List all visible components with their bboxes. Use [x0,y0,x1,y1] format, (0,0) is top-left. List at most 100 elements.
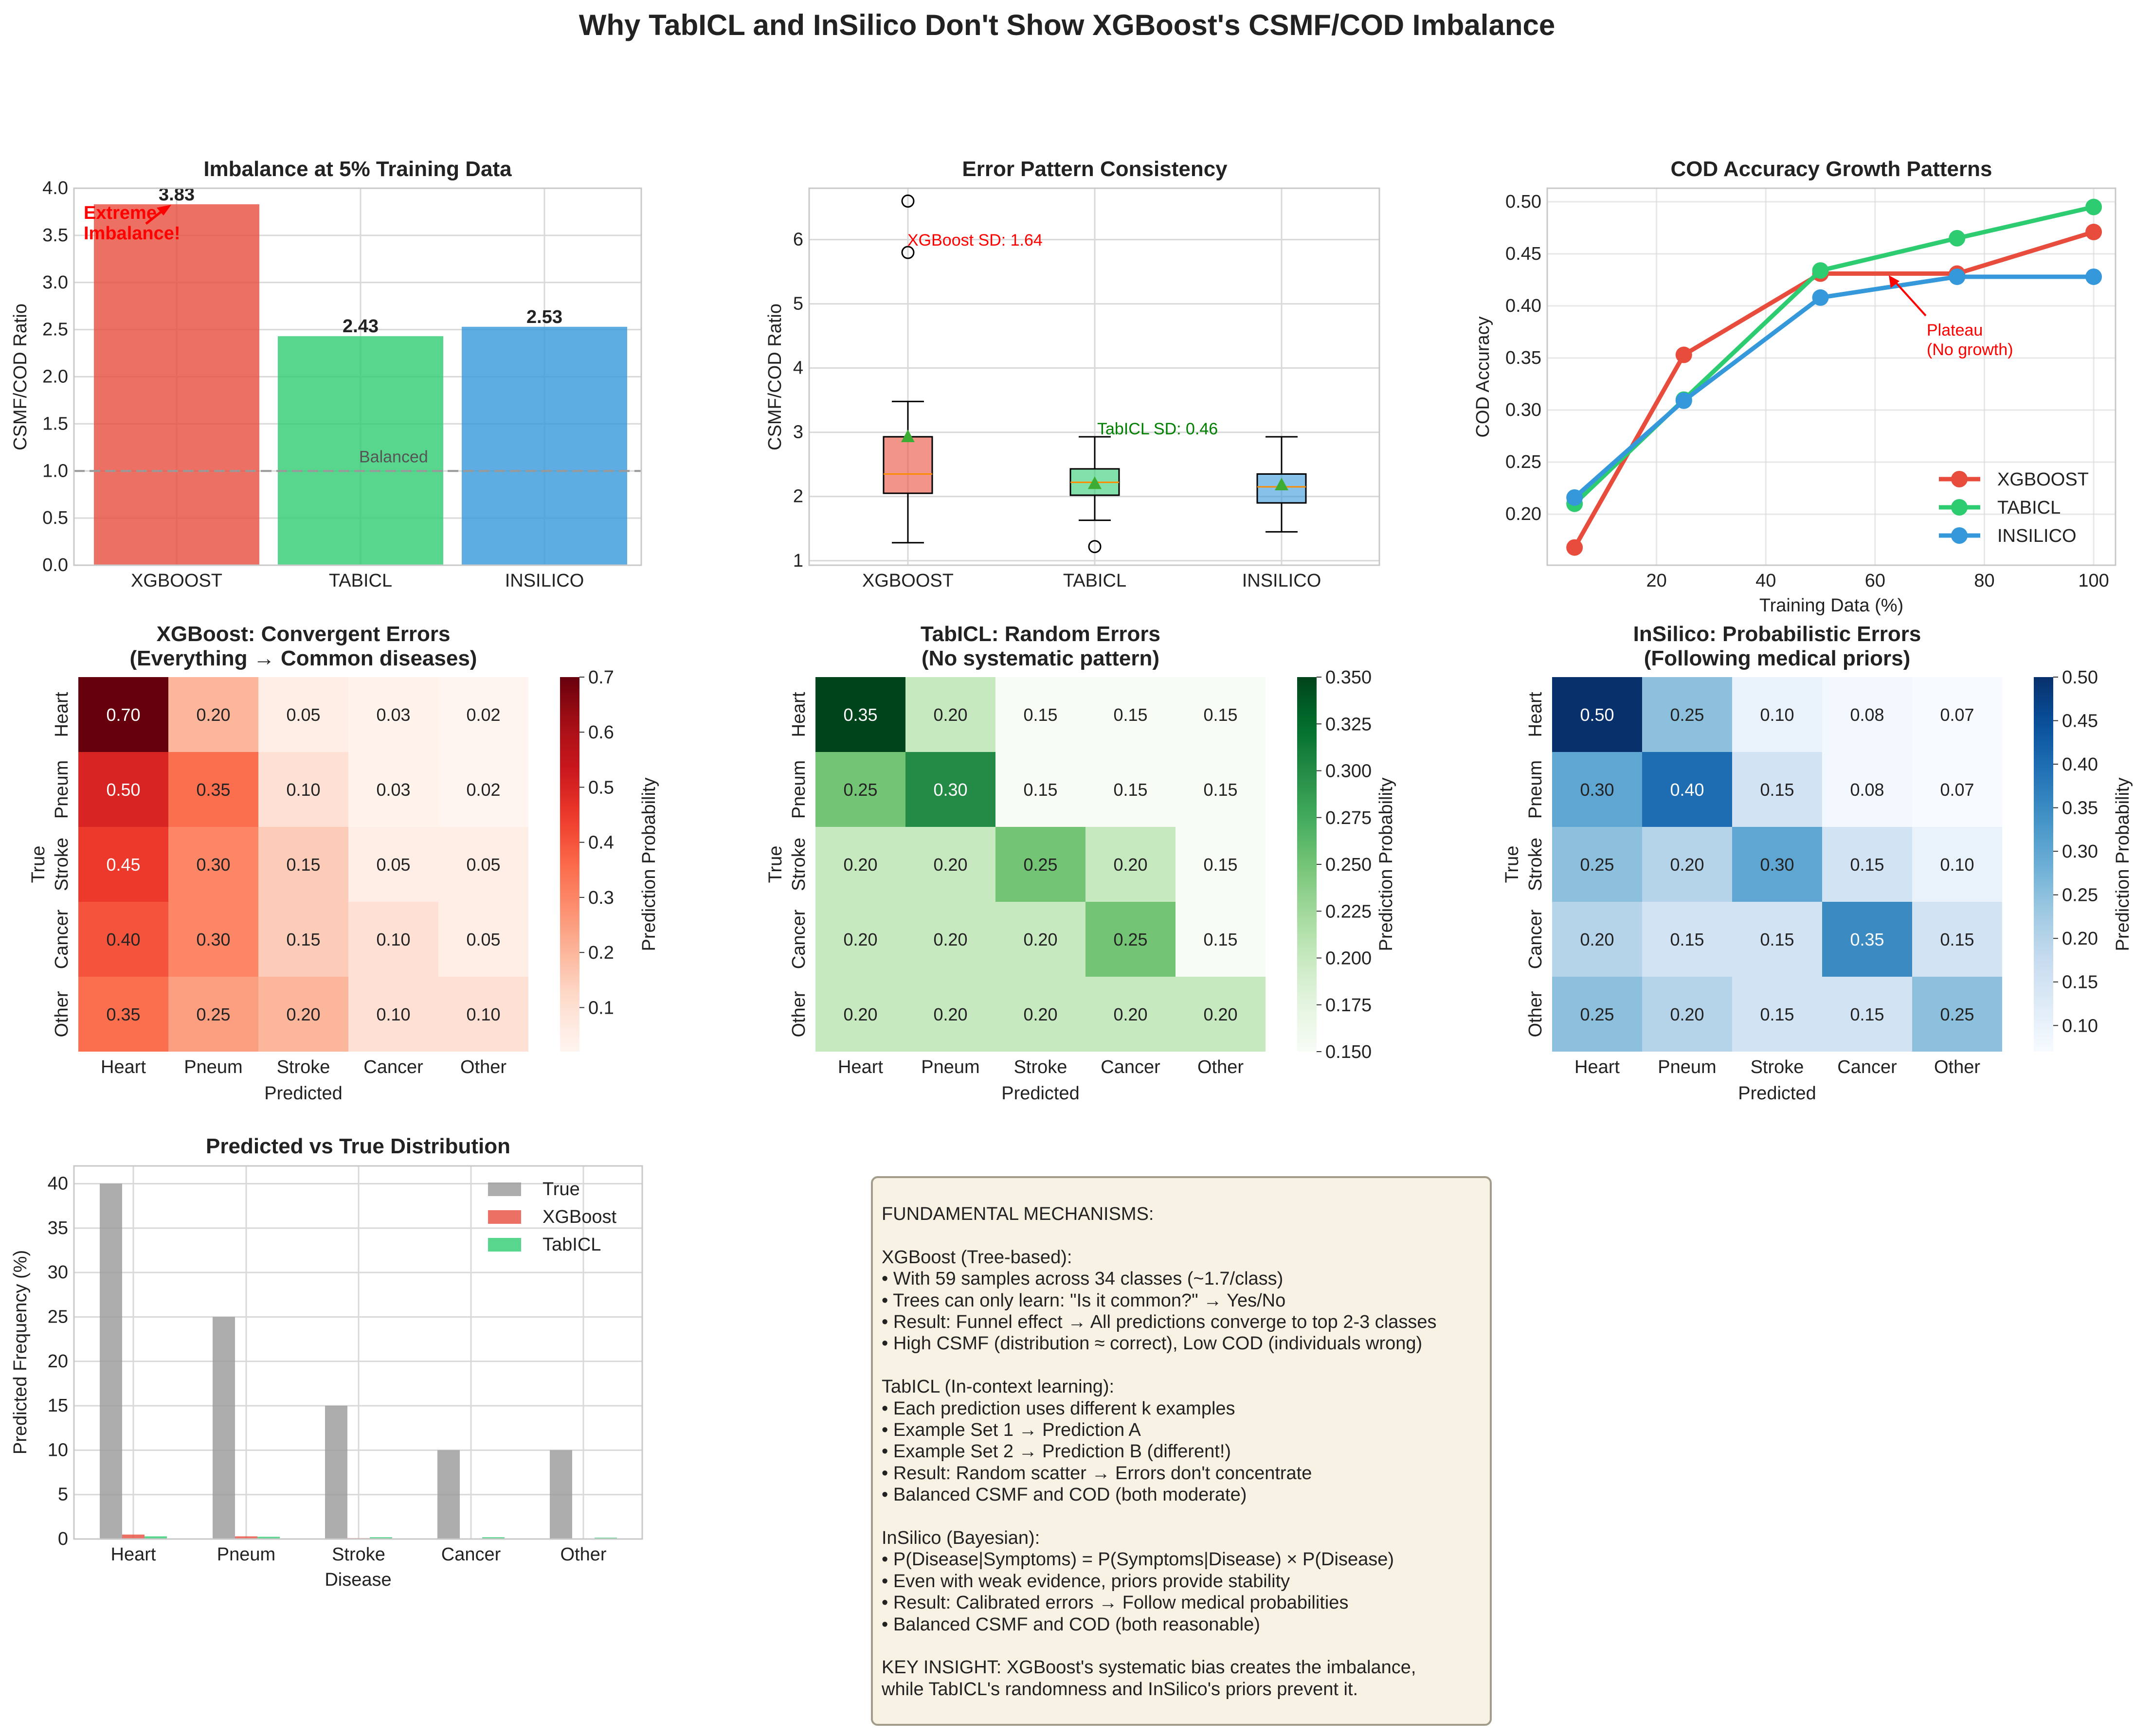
legend-label: XGBoost [543,1207,617,1227]
legend-swatch [488,1210,521,1224]
outlier-point [901,246,915,259]
x-tick-label: Pneum [1658,1057,1716,1077]
y-tick-label: Heart [789,692,809,737]
y-tick-label: Other [1525,991,1546,1037]
x-tick-label: 60 [1865,571,1885,591]
chart-title: Error Pattern Consistency [962,157,1228,181]
chart-hm-tab: 0.35 0.20 0.15 0.15 0.15 0.25 0.30 0.15 0.15 0.15… [765,622,1396,1104]
y-tick-label: 10 [48,1440,68,1460]
legend-label: TabICL [543,1235,601,1255]
bar-value-label: 3.83 [159,184,195,205]
bar-true [325,1406,347,1539]
heatmap-cell [1912,902,2002,977]
y-tick-label: 3 [793,422,803,443]
y-tick-label: Pneum [1525,760,1546,819]
heatmap-cell [995,752,1085,827]
reference-line-label: Balanced [359,447,428,466]
heatmap-cell [815,902,905,977]
heatmap-cell [258,752,348,827]
cell-value-label: 0.35 [1850,930,1884,949]
chart-title: (No systematic pattern) [922,646,1159,670]
y-tick-label: Cancer [52,909,72,969]
legend-label: True [543,1179,580,1199]
data-point [1566,539,1583,556]
chart-title: Predicted vs True Distribution [206,1134,510,1158]
cell-value-label: 0.03 [376,780,410,800]
x-tick-label: Other [460,1057,506,1077]
cell-value-label: 0.25 [1113,930,1147,949]
legend-swatch [488,1238,521,1252]
heatmap-cell [1732,902,1822,977]
colorbar-label: Prediction Probability [1376,778,1396,951]
cell-value-label: 0.25 [1940,1004,1974,1024]
x-tick-label: 40 [1755,571,1776,591]
y-tick-label: 3.0 [42,272,68,293]
y-tick-label: 20 [48,1351,68,1372]
x-tick-label: TABICL [1063,571,1126,591]
bar-true [550,1450,572,1539]
y-tick-label: Other [789,991,809,1037]
notes-line [882,1225,1481,1246]
heatmap-cell [438,752,528,827]
y-tick-label: 40 [48,1174,68,1194]
cell-value-label: 0.10 [1940,855,1974,875]
y-tick-label: Heart [52,692,72,737]
cell-value-label: 0.20 [843,930,877,949]
x-tick-label: Stroke [1751,1057,1804,1077]
bar-tabicl [278,336,443,565]
cell-value-label: 0.35 [106,1004,140,1024]
cell-value-label: 0.15 [1760,780,1794,800]
x-axis-label: Disease [325,1570,391,1590]
heatmap-cell [348,977,438,1052]
chart-title: Imbalance at 5% Training Data [203,157,512,181]
heatmap-cell [1085,977,1176,1052]
sd-annotation: XGBoost SD: 1.64 [907,231,1043,250]
heatmap-cell [1732,827,1822,902]
cell-value-label: 0.20 [1113,1004,1147,1024]
cell-value-label: 0.45 [106,855,140,875]
x-axis-label: Predicted [1001,1083,1080,1104]
x-tick-label: Other [1197,1057,1244,1077]
mean-marker [1088,476,1102,489]
heatmap-cell [168,752,258,827]
heatmap-cell [1912,752,2002,827]
heatmap-cell [438,827,528,902]
cell-value-label: 0.50 [1580,705,1614,725]
cell-value-label: 0.10 [376,1004,410,1024]
cell-value-label: 0.15 [1203,930,1237,949]
cell-value-label: 0.35 [196,780,230,800]
heatmap-cell [815,827,905,902]
y-tick-label: 0 [58,1529,68,1549]
notes-line: • P(Disease|Symptoms) = P(Symptoms|Disea… [882,1549,1394,1570]
heatmap-cell [1085,752,1176,827]
colorbar-tick-label: 0.1 [588,998,614,1018]
heatmap-cell [1176,827,1266,902]
x-tick-label: Stroke [332,1544,385,1565]
x-tick-label: 20 [1646,571,1666,591]
notes-line: • Result: Calibrated errors → Follow med… [882,1593,1349,1613]
cell-value-label: 0.20 [1203,1004,1237,1024]
y-tick-label: 1 [793,551,803,571]
colorbar-label: Prediction Probability [2113,778,2133,951]
heatmap-cell [258,677,348,752]
chart-error-boxplot: 1 2 3 4 5 6 XGBOOST TABICL INSILICO XGBoost SD: 1… [765,157,1380,591]
heatmap-cell [1642,827,1732,902]
cell-value-label: 0.20 [843,855,877,875]
y-tick-label: 0.5 [42,508,68,528]
heatmap-cell [1176,677,1266,752]
colorbar-tick-label: 0.350 [1325,667,1372,688]
colorbar-tick-label: 0.175 [1325,995,1372,1016]
cell-value-label: 0.03 [376,705,410,725]
y-tick-label: 4.0 [42,178,68,198]
colorbar-tick-label: 0.7 [588,667,614,688]
legend-marker [1951,499,1968,516]
x-tick-label: Pneum [184,1057,242,1077]
colorbar-tick-label: 0.275 [1325,808,1372,828]
bar-tabicl [257,1537,280,1539]
notes-line: • Result: Random scatter → Errors don't … [882,1463,1312,1484]
bar-tabicl [370,1537,392,1539]
bar-tabicl [482,1537,505,1539]
x-tick-label: Other [560,1544,606,1565]
heatmap-cell [815,977,905,1052]
annotation-text: Imbalance! [84,223,181,244]
